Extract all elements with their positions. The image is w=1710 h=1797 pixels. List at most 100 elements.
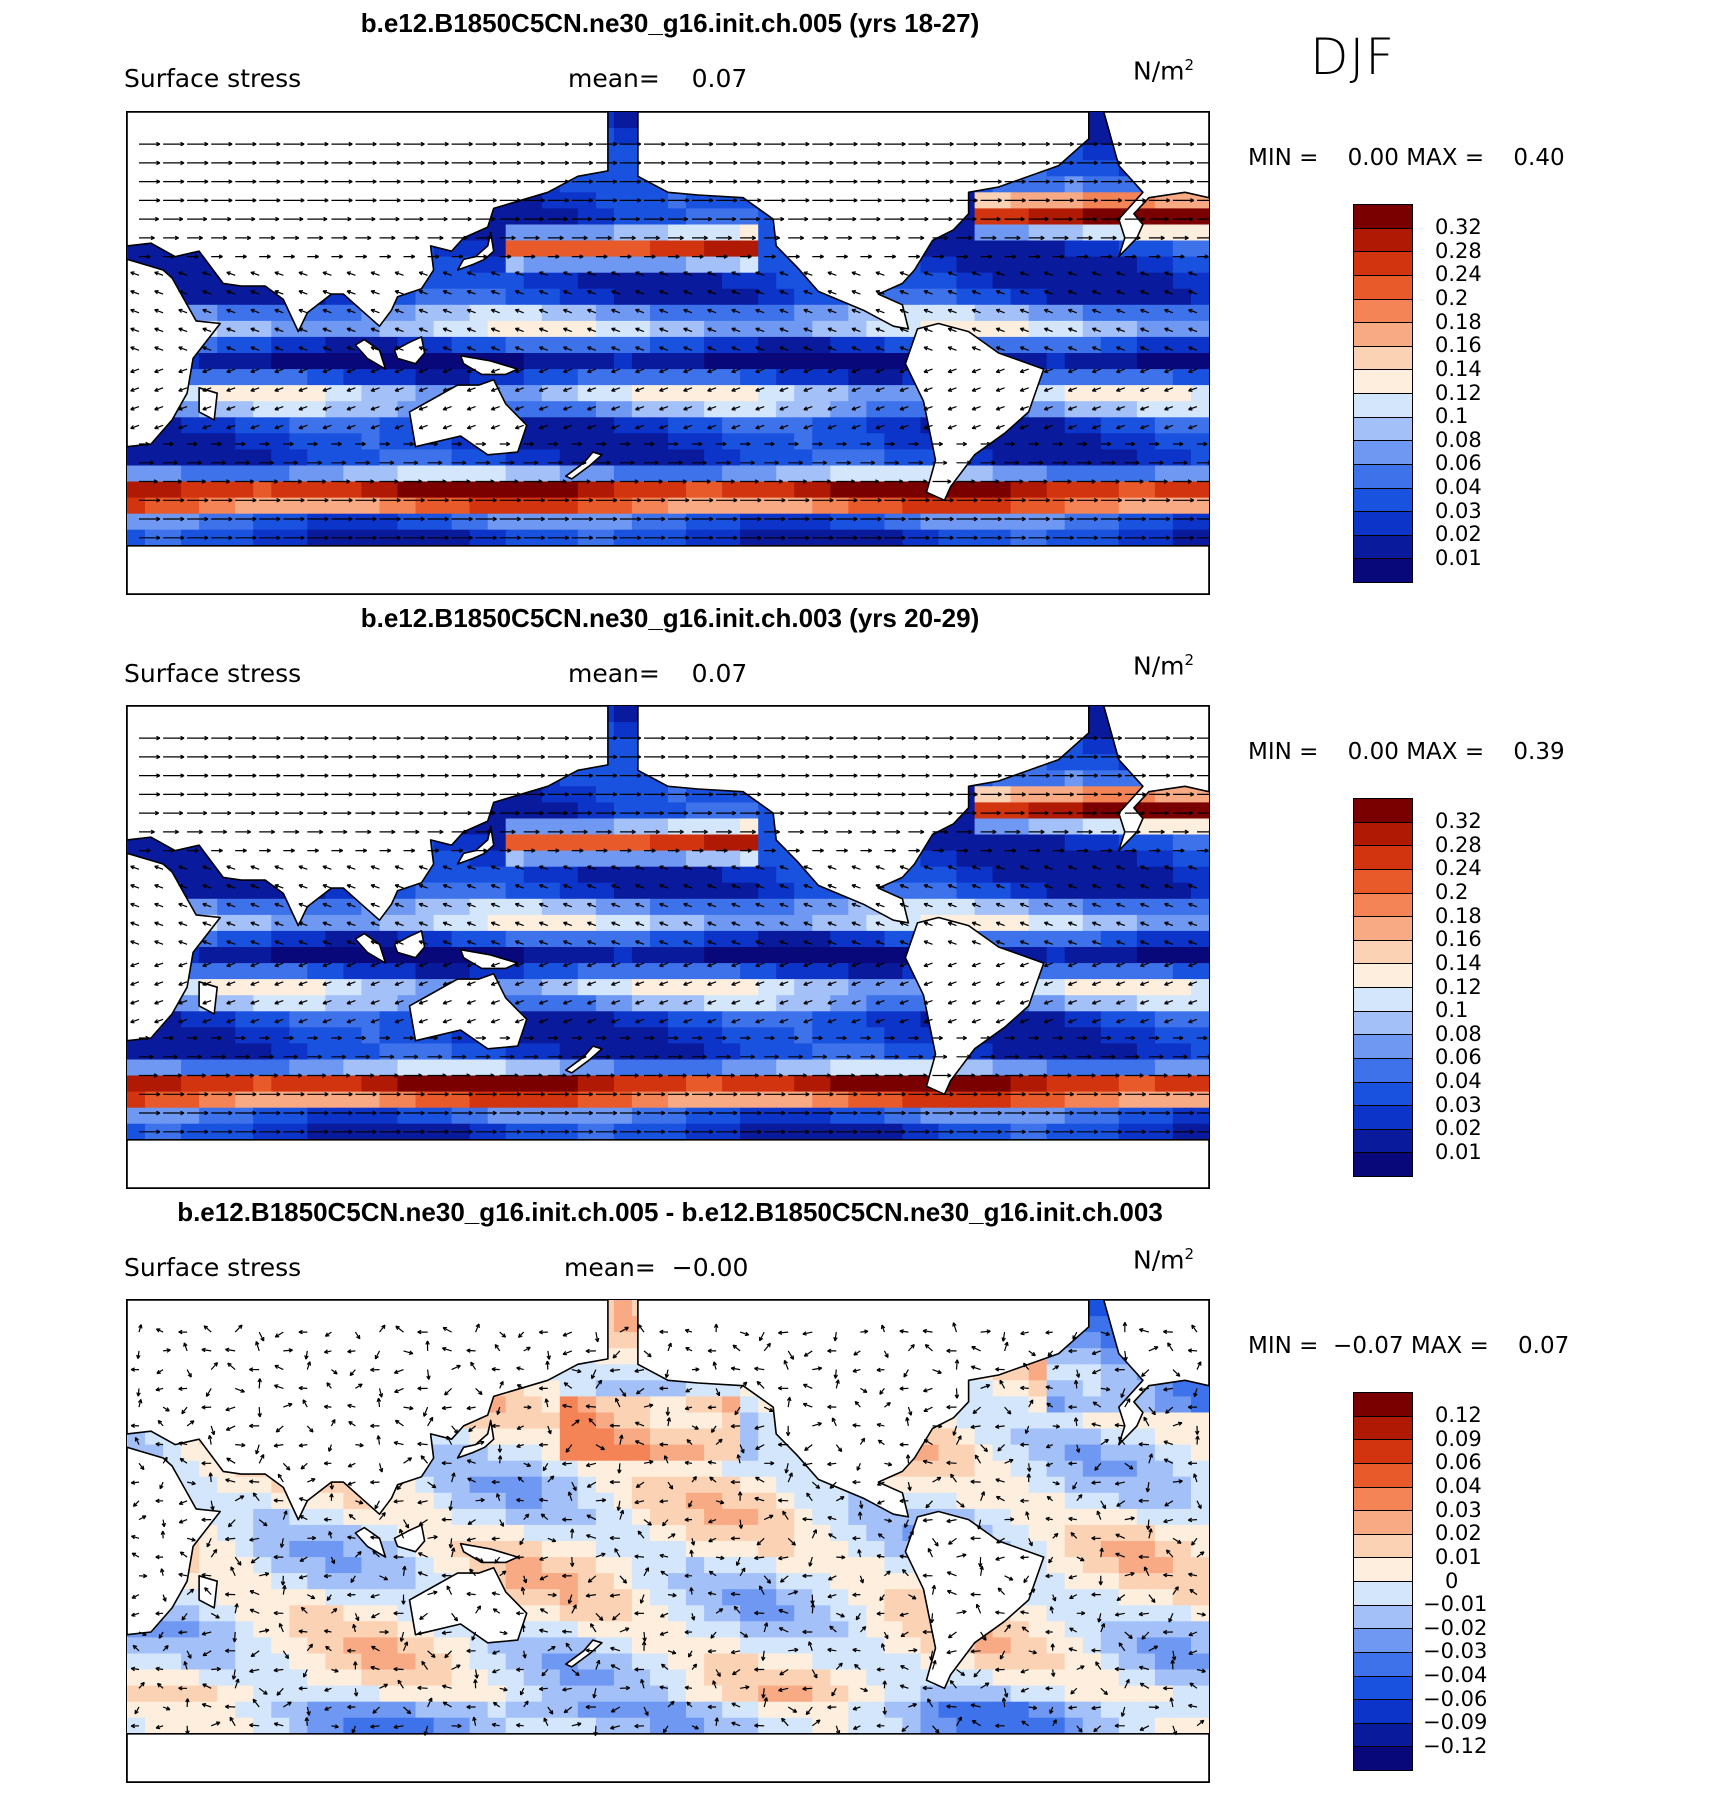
stress-arrow bbox=[283, 179, 305, 184]
field-cell bbox=[235, 963, 254, 980]
field-cell bbox=[1136, 898, 1156, 916]
colorbar-swatch bbox=[1353, 534, 1413, 560]
field-cell bbox=[686, 208, 705, 226]
stress-arrow bbox=[788, 754, 810, 760]
field-cell bbox=[992, 1043, 1012, 1061]
field-cell bbox=[1172, 1043, 1192, 1061]
field-cell bbox=[1191, 320, 1209, 338]
field-cell bbox=[523, 834, 543, 852]
stress-arrow bbox=[547, 235, 564, 241]
stress-arrow bbox=[259, 754, 281, 760]
stress-arrow bbox=[571, 254, 584, 259]
field-cell bbox=[613, 706, 633, 723]
field-cell bbox=[397, 1027, 417, 1045]
field-cell bbox=[668, 818, 687, 836]
field-cell bbox=[253, 417, 272, 435]
stress-arrow bbox=[211, 829, 228, 835]
field-cell bbox=[1191, 481, 1209, 499]
stress-arrow bbox=[1148, 254, 1161, 259]
field-cell bbox=[1046, 256, 1066, 274]
stress-arrow bbox=[163, 441, 174, 447]
field-cell bbox=[307, 481, 327, 499]
stress-arrow bbox=[884, 441, 895, 447]
stress-arrow bbox=[1091, 327, 1102, 333]
field-cell bbox=[1118, 898, 1138, 916]
field-cell bbox=[361, 481, 381, 499]
field-cell bbox=[361, 1027, 381, 1045]
field-cell bbox=[1154, 1075, 1174, 1093]
stress-arrow bbox=[403, 216, 424, 222]
field-cell bbox=[1136, 401, 1156, 419]
field-cell bbox=[1010, 304, 1030, 322]
stress-arrow bbox=[1139, 327, 1150, 333]
field-cell bbox=[271, 979, 291, 996]
min-value: 0.00 bbox=[1347, 145, 1399, 171]
stress-arrow bbox=[812, 754, 834, 760]
field-cell bbox=[217, 1027, 236, 1045]
stress-arrow bbox=[475, 441, 487, 447]
field-cell bbox=[199, 1059, 218, 1077]
stress-arrow bbox=[187, 160, 209, 166]
field-cell bbox=[974, 224, 994, 242]
stress-arrow bbox=[202, 424, 212, 430]
stress-arrow bbox=[211, 441, 222, 447]
field-cell bbox=[559, 353, 579, 370]
stress-arrow bbox=[226, 327, 236, 333]
field-cell bbox=[668, 497, 687, 515]
field-cell bbox=[1100, 417, 1120, 435]
field-cell bbox=[181, 256, 200, 274]
field-cell bbox=[415, 1123, 435, 1141]
stress-arrow bbox=[235, 179, 257, 184]
stress-arrow bbox=[538, 346, 549, 351]
stress-arrow bbox=[956, 479, 976, 484]
field-cell bbox=[199, 1043, 218, 1061]
field-cell bbox=[794, 1075, 813, 1093]
stress-arrow bbox=[932, 792, 954, 797]
field-cell bbox=[1082, 850, 1102, 868]
stress-arrow bbox=[451, 810, 472, 816]
stress-arrow bbox=[571, 773, 594, 778]
field-cell bbox=[1010, 240, 1030, 258]
field-cell bbox=[1136, 320, 1156, 338]
stress-arrow bbox=[1124, 254, 1137, 259]
stress-arrow bbox=[235, 441, 246, 447]
stress-arrow bbox=[1028, 179, 1050, 184]
stress-arrow bbox=[187, 254, 199, 259]
field-cell bbox=[217, 433, 236, 451]
field-cell bbox=[1046, 995, 1066, 1013]
field-cell bbox=[127, 1059, 146, 1077]
stress-arrow bbox=[547, 216, 568, 222]
stress-arrow bbox=[427, 792, 449, 797]
field-cell bbox=[235, 417, 254, 435]
stress-arrow bbox=[764, 810, 785, 816]
field-cell bbox=[415, 898, 435, 916]
field-cell bbox=[595, 336, 615, 354]
stress-arrow bbox=[274, 308, 284, 314]
field-cell bbox=[235, 320, 254, 338]
stress-arrow bbox=[211, 535, 233, 541]
field-cell bbox=[776, 1043, 795, 1061]
stress-arrow bbox=[619, 441, 631, 447]
stress-arrow bbox=[259, 735, 281, 741]
field-cell bbox=[505, 1059, 525, 1077]
stress-arrow bbox=[899, 308, 909, 314]
field-cell bbox=[289, 385, 309, 402]
field-cell bbox=[127, 481, 146, 499]
field-cell bbox=[740, 272, 759, 290]
field-cell bbox=[722, 369, 741, 386]
field-cell bbox=[631, 192, 651, 210]
stress-arrow bbox=[971, 346, 981, 351]
field-cell bbox=[1064, 802, 1084, 820]
stress-arrow bbox=[451, 479, 471, 484]
stress-arrow bbox=[322, 424, 332, 430]
field-cell bbox=[163, 481, 182, 499]
field-cell bbox=[848, 449, 868, 467]
stress-arrow bbox=[1091, 308, 1102, 314]
field-cell bbox=[451, 481, 471, 499]
field-cell bbox=[451, 272, 471, 290]
stress-arrow bbox=[331, 441, 342, 447]
field-cell bbox=[451, 930, 471, 948]
field-cell bbox=[884, 497, 904, 515]
field-cell bbox=[307, 1091, 327, 1109]
field-cell bbox=[415, 513, 435, 531]
